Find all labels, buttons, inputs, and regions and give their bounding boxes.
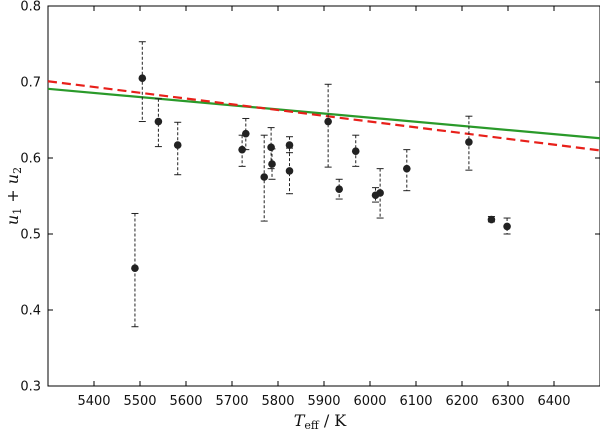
data-point-group	[131, 212, 139, 328]
data-point	[260, 173, 269, 181]
data-point-group	[324, 83, 332, 168]
x-tick-label: 5600	[169, 394, 202, 409]
data-point	[487, 215, 496, 224]
tick-group: 5400 5500 5600 5700 5800 5900 6000 6100 6200 6300…	[20, 0, 600, 409]
y-axis-label: u1 + u2	[3, 167, 24, 225]
data-point-group	[260, 134, 269, 222]
data-point	[351, 147, 360, 155]
dashed-fit-line	[47, 80, 600, 152]
y-axis-label-op: +	[3, 184, 22, 208]
y-axis-label-b-sub: 2	[11, 167, 24, 174]
y-tick-label: 0.8	[20, 0, 41, 15]
x-tick-label: 6300	[491, 394, 524, 409]
data-point	[131, 264, 139, 273]
x-tick-label: 5900	[307, 394, 340, 409]
data-point	[285, 141, 294, 149]
data-point-group	[138, 41, 147, 123]
data-point	[503, 222, 511, 231]
x-axis-label-sub: eff	[304, 419, 320, 432]
data-point-group	[238, 134, 246, 167]
data-point-group	[285, 136, 294, 154]
data-point-group	[268, 148, 276, 180]
data-point-group	[285, 147, 294, 195]
data-point-group	[154, 98, 163, 148]
data-point	[238, 145, 246, 154]
y-axis-label-a: u	[3, 215, 22, 225]
y-axis-label-a-sub: 1	[11, 208, 24, 215]
data-point-group	[465, 115, 473, 171]
y-tick-label: 0.5	[20, 228, 41, 243]
x-axis-label: Teff / K	[294, 411, 348, 432]
solid-fit-line	[47, 87, 600, 140]
data-point	[154, 117, 163, 126]
x-tick-label: 5400	[77, 394, 110, 409]
data-point-group	[351, 134, 360, 167]
data-point-group	[376, 168, 384, 219]
y-tick-label: 0.7	[20, 76, 41, 91]
data-point-group	[503, 217, 511, 235]
plot-frame	[47, 5, 600, 387]
data-point	[335, 185, 343, 193]
data-point	[376, 189, 384, 197]
x-tick-label: 5800	[261, 394, 294, 409]
data-point	[465, 138, 473, 146]
y-tick-label: 0.3	[20, 380, 41, 395]
data-point-group	[242, 117, 250, 151]
data-point	[267, 143, 275, 152]
y-axis-label-b: u	[3, 174, 22, 184]
x-tick-label: 5700	[215, 394, 248, 409]
x-tick-label: 6000	[353, 394, 386, 409]
fit-lines	[47, 80, 600, 152]
x-tick-label: 6200	[445, 394, 478, 409]
x-axis-label-unit: / K	[319, 411, 348, 430]
data-point	[173, 141, 182, 149]
y-tick-label: 0.6	[20, 152, 41, 167]
data-point	[242, 129, 250, 138]
data-point-group	[487, 215, 496, 224]
data-point	[268, 160, 276, 168]
x-tick-label: 6400	[537, 394, 570, 409]
data-points	[131, 41, 511, 328]
data-point	[285, 167, 294, 175]
x-tick-label: 5500	[123, 394, 156, 409]
data-point	[403, 164, 411, 173]
data-point	[138, 74, 147, 82]
x-axis-label-main: T	[294, 411, 306, 430]
x-tick-label: 6100	[399, 394, 432, 409]
y-tick-label: 0.4	[20, 304, 41, 319]
data-point	[324, 117, 332, 126]
data-point-group	[173, 121, 182, 176]
data-point-group	[335, 178, 343, 200]
data-point-group	[403, 149, 411, 192]
